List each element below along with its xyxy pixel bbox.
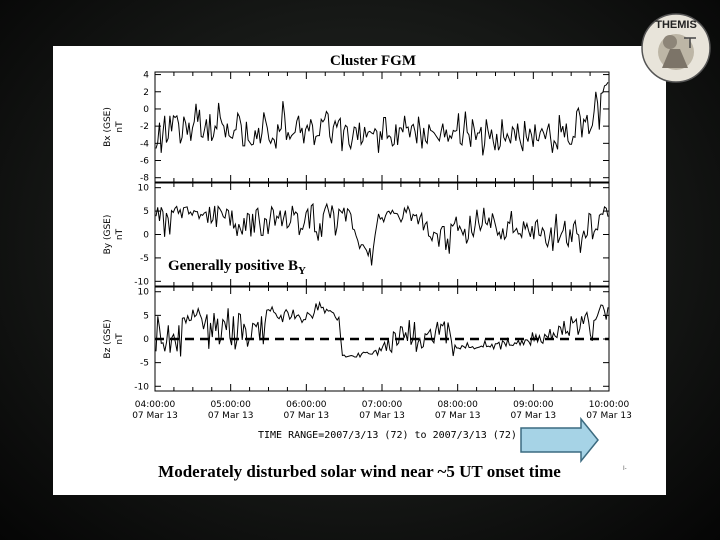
x-tick-label: 09:00:00 <box>513 400 554 410</box>
y-tick-label: 5 <box>143 207 149 217</box>
panel-frame <box>154 71 610 183</box>
y-tick-label: -5 <box>140 254 149 264</box>
x-tick-label: 04:00:00 <box>135 400 176 410</box>
themis-logo: THEMIS <box>641 13 711 83</box>
x-tick-label: 07:00:00 <box>362 400 403 410</box>
series-line-0 <box>155 82 609 156</box>
y-axis-unit: nT <box>115 121 125 133</box>
x-tick-label: 06:00:00 <box>286 400 327 410</box>
y-tick-label: 10 <box>138 184 150 194</box>
y-tick-label: -4 <box>140 139 149 149</box>
y-tick-label: 0 <box>143 231 149 241</box>
series-lines <box>155 82 609 359</box>
caption: Moderately disturbed solar wind near ~5 … <box>158 462 561 481</box>
y-tick-label: -6 <box>140 157 149 167</box>
x-tick-date: 07 Mar 13 <box>359 411 405 421</box>
y-tick-label: -8 <box>140 174 149 184</box>
y-tick-label: -2 <box>140 122 149 132</box>
y-axis-label: Bx (GSE) <box>103 107 113 147</box>
time-range-label: TIME RANGE=2007/3/13 (72) to 2007/3/13 (… <box>258 430 517 441</box>
x-tick-date: 07 Mar 13 <box>435 411 481 421</box>
y-axis-label: Bz (GSE) <box>103 319 113 358</box>
annotation-main: Generally positive B <box>168 258 298 274</box>
y-tick-label: -10 <box>134 277 149 287</box>
x-tick-label: 08:00:00 <box>437 400 478 410</box>
x-tick-label: 05:00:00 <box>210 400 251 410</box>
y-axis-unit: nT <box>115 228 125 240</box>
y-axis-label: By (GSE) <box>103 215 113 255</box>
svg-text:THEMIS: THEMIS <box>655 19 697 31</box>
x-tick-date: 07 Mar 13 <box>132 411 178 421</box>
x-tick-date: 07 Mar 13 <box>208 411 254 421</box>
corner-mark: I- <box>623 466 627 472</box>
y-tick-label: 10 <box>138 288 150 298</box>
series-line-2 <box>155 300 609 359</box>
y-axis-unit: nT <box>115 333 125 345</box>
y-tick-label: 0 <box>143 105 149 115</box>
panel-frames <box>154 71 610 392</box>
y-tick-label: -5 <box>140 359 149 369</box>
right-arrow-shape <box>520 416 599 464</box>
chart-title: Cluster FGM <box>330 53 416 69</box>
x-tick-date: 07 Mar 13 <box>284 411 330 421</box>
x-tick-date: 07 Mar 13 <box>586 411 632 421</box>
annotation-sub: Y <box>298 265 306 277</box>
x-tick-date: 07 Mar 13 <box>511 411 557 421</box>
annotation: Generally positive BY <box>168 258 306 277</box>
y-tick-label: 2 <box>143 88 149 98</box>
y-tick-label: -10 <box>134 382 149 392</box>
y-tick-label: 0 <box>143 335 149 345</box>
arrow-icon <box>520 416 599 464</box>
series-line-1 <box>155 202 609 266</box>
y-tick-label: 5 <box>143 311 149 321</box>
x-tick-label: 10:00:00 <box>589 400 630 410</box>
y-tick-label: 4 <box>143 71 149 81</box>
